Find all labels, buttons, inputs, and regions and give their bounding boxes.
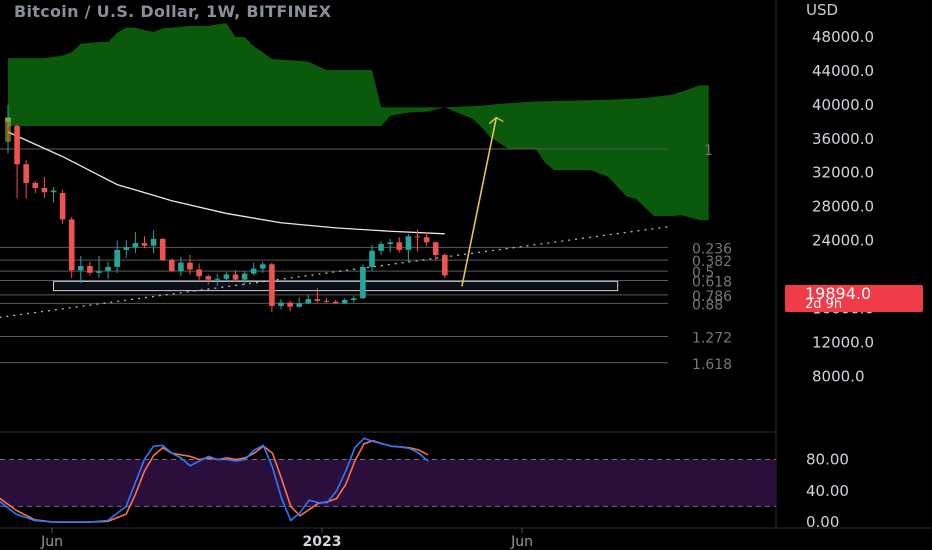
projection-arrow <box>461 117 498 287</box>
stoch-tick-label: 0.00 <box>806 513 839 531</box>
candle-body <box>159 238 166 261</box>
candle-body <box>41 187 48 193</box>
price-tick-label: 40000.0 <box>812 96 874 114</box>
candle-body <box>396 242 403 250</box>
candle-body <box>332 301 339 304</box>
time-tick-label: Jun <box>510 534 533 550</box>
fib-label-0.786: 0.786 <box>692 289 732 305</box>
candle-body <box>323 300 330 302</box>
kumo-cloud-bullish <box>8 23 709 221</box>
candle-body <box>241 273 248 280</box>
stoch-tick-label: 80.00 <box>806 450 849 468</box>
candle-body <box>96 271 102 273</box>
candle-body <box>405 236 412 250</box>
fib-label-0.382: 0.382 <box>692 254 732 270</box>
candle-body <box>287 302 293 307</box>
fib-label-1: 1 <box>704 143 713 159</box>
candle-body <box>387 242 393 244</box>
fib-label-0.618: 0.618 <box>692 274 732 290</box>
candle-body <box>305 299 312 304</box>
candle-body <box>68 219 75 271</box>
candle-body <box>351 298 357 300</box>
chart-title: Bitcoin / U.S. Dollar, 1W, BITFINEX <box>14 2 332 21</box>
candle-body <box>169 260 175 272</box>
stoch-k-line <box>0 437 429 523</box>
price-tick-label: 8000.0 <box>812 367 865 385</box>
candle-body <box>232 274 239 280</box>
candle-body <box>442 255 448 276</box>
price-tick-label: 32000.0 <box>812 164 874 182</box>
fib-label-0.88: 0.88 <box>692 297 723 313</box>
candle-body <box>78 266 84 271</box>
candle-body <box>278 302 284 306</box>
candle-body <box>269 264 275 306</box>
candle-highlight <box>5 117 11 142</box>
price-tick-label: 28000.0 <box>812 198 874 216</box>
candle-body <box>369 250 375 267</box>
candle-body <box>250 268 257 274</box>
candle-body <box>178 262 184 272</box>
candle-body <box>341 299 348 304</box>
candle-body <box>14 126 20 165</box>
candle-body <box>114 249 120 267</box>
time-tick-label: Jun <box>40 534 63 550</box>
candle-body <box>23 164 29 183</box>
candle-body <box>214 278 221 280</box>
candle-body <box>296 303 302 307</box>
stoch-band <box>0 459 776 507</box>
candle-body <box>414 236 421 238</box>
candle-body <box>50 190 57 193</box>
candle-body <box>205 276 211 280</box>
candle-body <box>132 243 139 248</box>
candle-body <box>141 243 148 246</box>
moving-average-line <box>7 131 445 235</box>
stoch-tick-label: 40.00 <box>806 482 849 500</box>
candle-body <box>314 299 321 301</box>
candle-body <box>150 238 157 246</box>
bar-countdown: 2d 9h <box>805 297 843 312</box>
candle-body <box>187 262 193 270</box>
candle-body <box>423 237 430 243</box>
projection-arrowhead <box>488 116 504 125</box>
last-price-badge: 19894.0 2d 9h <box>785 284 923 312</box>
price-tick-label: 24000.0 <box>812 232 874 250</box>
candle-body <box>32 182 39 188</box>
fib-label-1.618: 1.618 <box>692 357 732 373</box>
fib-label-0.236: 0.236 <box>692 241 732 257</box>
price-tick-label: 48000.0 <box>812 28 874 46</box>
candle-body <box>432 242 439 256</box>
last-price-value: 19894.0 <box>805 284 872 303</box>
candle-body <box>223 274 230 279</box>
candle-body <box>87 266 93 273</box>
candle-body <box>360 266 366 299</box>
candle-body <box>123 247 130 250</box>
price-tick-label: 12000.0 <box>812 333 874 351</box>
candle-body <box>105 266 111 272</box>
support-zone-box <box>53 280 619 292</box>
candle-body <box>378 243 384 251</box>
price-tick-label: 44000.0 <box>812 62 874 80</box>
fib-label-1.272: 1.272 <box>692 330 732 346</box>
candle-body <box>59 193 66 220</box>
stoch-d-line <box>0 439 429 523</box>
rising-trend-line <box>0 225 673 318</box>
candle-body <box>196 269 202 277</box>
price-tick-label: 36000.0 <box>812 130 874 148</box>
currency-label: USD <box>806 1 839 19</box>
time-tick-label: 2023 <box>303 534 342 550</box>
candle-body <box>260 264 266 269</box>
fib-label-0.5: 0.5 <box>692 265 714 281</box>
